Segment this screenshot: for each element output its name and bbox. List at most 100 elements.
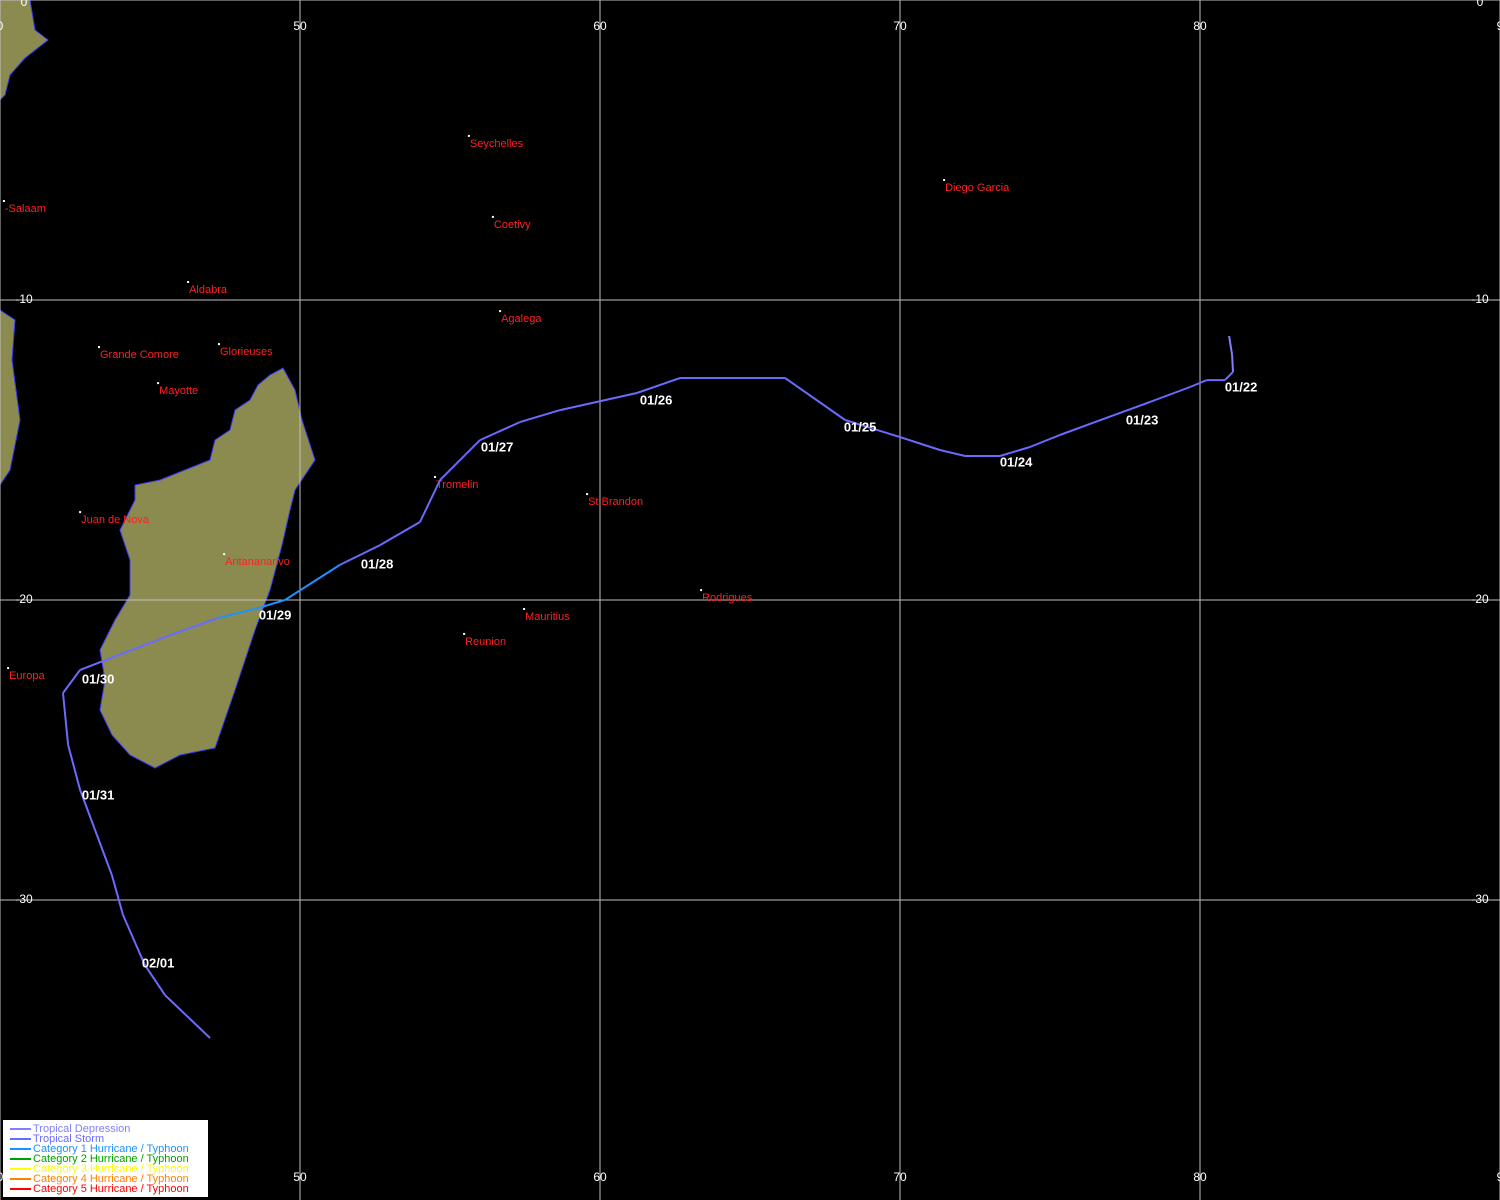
place-label: Rodrigues [702,592,753,604]
lon-label: 0 [0,1170,4,1184]
place-dot [491,215,494,218]
date-label: 01/29 [259,607,292,622]
lon-label: 80 [1193,19,1207,33]
track-segment [1059,421,1096,436]
legend-label: Tropical Depression [33,1123,130,1135]
place-dot [499,310,502,313]
place-dot [700,589,703,592]
legend-label: Category 2 Hurricane / Typhoon [33,1153,189,1165]
lon-label: 80 [1193,1170,1207,1184]
track-segment [464,439,481,456]
place-dot [218,343,220,346]
place-dot [187,281,190,283]
lat-label: -30 [15,892,33,906]
legend-label: Tropical Storm [33,1133,104,1145]
place-label: Antananarivo [225,556,290,568]
lat-label: 0 [21,0,28,9]
place-dot [434,476,436,478]
date-label: 01/22 [1225,379,1258,394]
legend-label: Category 3 Hurricane / Typhoon [33,1163,189,1175]
lat-label: -20 [1471,592,1489,606]
track-segment [559,392,638,412]
track-segment [784,377,846,421]
track-segment [519,409,561,424]
track-segment [79,789,97,831]
date-label: 01/23 [1126,412,1159,427]
place-label: Grande Comore [100,349,179,361]
track-segment [1224,371,1234,381]
lon-label: 0 [0,19,4,33]
legend-label: Category 4 Hurricane / Typhoon [33,1173,189,1185]
lat-label: -20 [15,592,33,606]
lon-label: 9 [1497,19,1500,33]
place-dot [523,608,526,610]
lat-label: -10 [1471,292,1489,306]
track-segment [339,544,381,566]
track-segment [79,634,171,671]
place-dot [157,382,160,385]
place-label: Glorieuses [220,346,273,358]
date-label: 01/28 [361,556,394,571]
date-labels: 01/22 01/23 01/24 01/25 01/26 01/27 01/28 01/29… [82,379,1258,970]
track-segment [1029,434,1061,448]
lon-label: 70 [893,1170,907,1184]
place-dot [586,493,589,496]
track-segment [379,521,421,546]
date-label: 01/25 [844,420,877,435]
lon-label: 70 [893,19,907,33]
track-segment [164,994,211,1039]
track-segment [844,419,901,439]
place-label: Diego Garcia [945,182,1010,194]
track-segment [636,377,681,394]
track-segment [1231,354,1234,373]
date-label: 01/26 [640,393,673,408]
lon-label: 9 [1497,1170,1500,1184]
legend-label: Category 5 Hurricane / Typhoon [33,1183,189,1195]
track-segment [62,692,70,745]
track-segment [217,607,259,619]
places: Seychelles Diego Garcia Coetivy -Salaam Alda… [2,134,1010,682]
place-label: Mayotte [159,385,198,397]
place-label: Coetivy [494,219,531,231]
lon-label: 60 [593,1170,607,1184]
track-segment [144,964,166,996]
track-segment [1149,386,1191,403]
place-label: St Brandon [588,496,643,508]
land [0,0,316,769]
africa-south [0,309,21,486]
date-label: 01/27 [481,439,514,454]
track-segment [479,421,521,442]
place-dot [7,667,10,670]
track-segment [110,874,124,916]
lat-label: -10 [15,292,33,306]
lon-label: 50 [293,1170,307,1184]
track-segment [899,436,941,451]
lat-label: 0 [1477,0,1484,9]
africa-north [0,0,49,101]
place-label: Mauritius [525,611,570,623]
track-segment [169,617,219,637]
place-label: Aldabra [189,284,228,296]
track-segment [257,599,286,610]
track-segment [122,914,146,966]
track-segment [284,564,341,601]
place-label: Agalega [501,313,542,325]
lat-label: -30 [1471,892,1489,906]
place-label: Seychelles [470,138,524,150]
place-label: Juan de Nova [81,514,150,526]
track-segment [1228,335,1234,356]
track-segment [999,446,1031,457]
track-segment [62,669,81,694]
place-label: Europa [9,670,45,682]
date-label: 01/30 [82,672,115,687]
date-label: 02/01 [142,955,175,970]
track-segment [67,744,82,791]
track-segment [419,479,442,523]
storm-track [62,335,1234,1039]
place-label: -Salaam [5,203,46,215]
date-label: 01/24 [1000,454,1033,469]
place-dot [2,200,5,202]
